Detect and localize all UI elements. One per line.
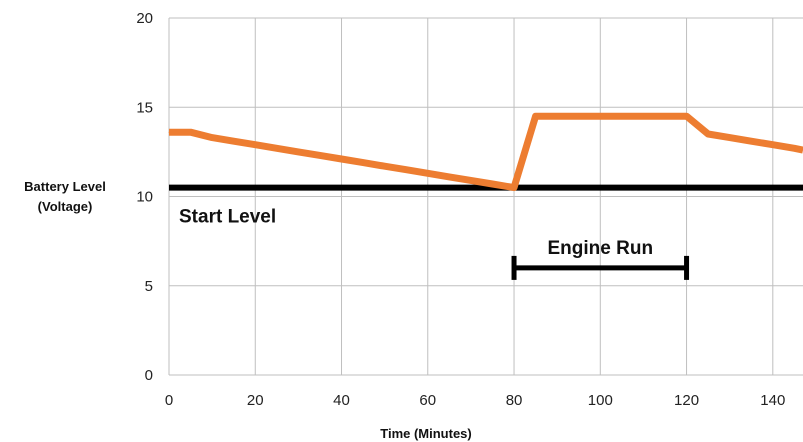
battery-level-point [535, 115, 537, 117]
battery-level-point [448, 176, 450, 178]
x-tick-label: 60 [419, 392, 436, 409]
x-tick-label: 140 [760, 392, 785, 409]
battery-level-point [211, 137, 213, 139]
battery-level-point [729, 137, 731, 139]
battery-level-series [169, 112, 803, 192]
battery-level-point [642, 115, 644, 117]
y-tick-label: 10 [136, 189, 153, 206]
axis-labels: 0 5 10 15 20 0 20 40 60 80 100 120 140 Time (Minutes)… [24, 10, 785, 441]
battery-level-point [319, 154, 321, 156]
battery-level-point [276, 147, 278, 149]
y-tick-label: 20 [136, 10, 153, 27]
battery-level-point [621, 115, 623, 117]
battery-level-point [491, 183, 493, 185]
battery-level-point [513, 187, 515, 189]
x-tick-label: 80 [506, 392, 523, 409]
battery-level-point [750, 140, 752, 142]
battery-level-point [233, 140, 235, 142]
battery-level-point [578, 115, 580, 117]
series-layer [168, 112, 803, 192]
battery-level-point [362, 162, 364, 164]
y-tick-label: 0 [145, 367, 153, 384]
battery-level-point [254, 144, 256, 146]
battery-level-point [556, 115, 558, 117]
battery-level-point [427, 172, 429, 174]
x-tick-label: 0 [165, 392, 173, 409]
battery-level-point [190, 131, 192, 133]
battery-level-point [341, 158, 343, 160]
battery-level-point [384, 165, 386, 167]
y-axis-title: Battery Level [24, 179, 106, 194]
x-tick-label: 20 [247, 392, 264, 409]
battery-level-point [686, 115, 688, 117]
x-tick-label: 40 [333, 392, 350, 409]
battery-level-point [405, 169, 407, 171]
y-tick-label: 5 [145, 278, 153, 295]
battery-level-point [470, 179, 472, 181]
x-axis-title: Time (Minutes) [380, 426, 472, 441]
battery-level-point [772, 144, 774, 146]
battery-level-point [599, 115, 601, 117]
grid [168, 17, 803, 376]
x-tick-label: 120 [674, 392, 699, 409]
engine-run-label: Engine Run [548, 238, 654, 259]
battery-level-point [297, 151, 299, 153]
battery-level-point [168, 131, 170, 133]
battery-level-point [793, 147, 795, 149]
y-tick-label: 15 [136, 99, 153, 116]
x-tick-label: 100 [588, 392, 613, 409]
battery-level-point [664, 115, 666, 117]
start-level-label: Start Level [179, 207, 276, 228]
y-axis-title: (Voltage) [38, 199, 93, 214]
annotations: Start Level Engine Run [179, 207, 690, 280]
battery-level-point [707, 133, 709, 135]
